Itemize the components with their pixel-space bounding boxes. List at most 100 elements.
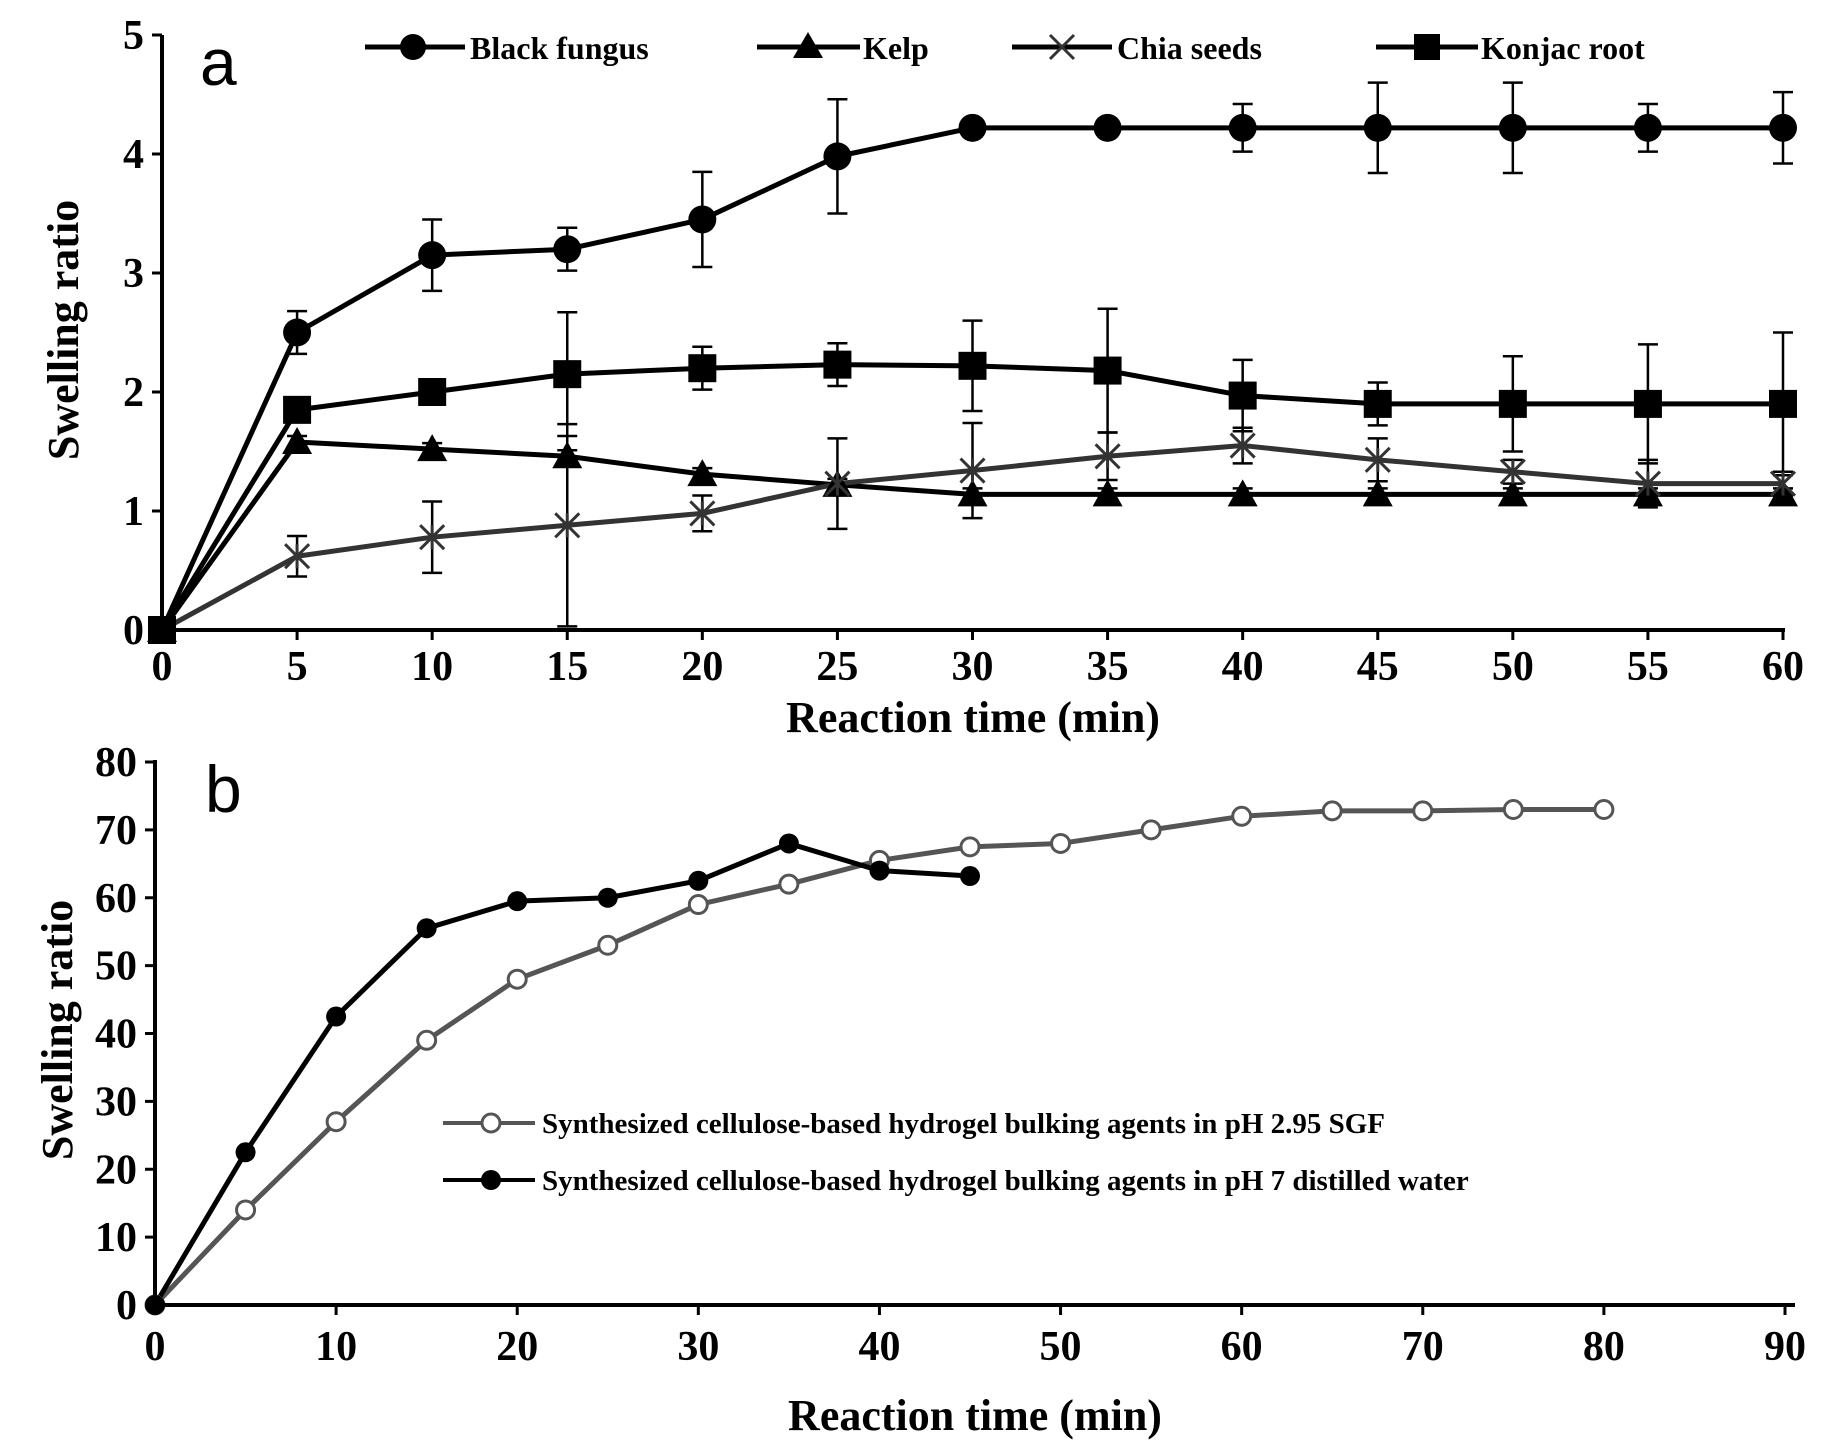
x-tick-label: 20 (681, 644, 723, 690)
x-tick-label: 5 (287, 644, 308, 690)
data-point-konjac-root (418, 378, 447, 406)
data-point-synthesized-cellulose-based-hydrogel-bulking-agents-in-ph-2-95-sgf (1593, 799, 1615, 821)
x-tick-label: 10 (315, 1324, 357, 1370)
y-tick-label: 4 (123, 132, 144, 178)
legend-item-kelp: Kelp (757, 30, 929, 66)
legend-square-marker (1414, 34, 1440, 60)
data-point-kelp (1497, 479, 1528, 507)
legend-label-ph-2-95-sgf: Synthesized cellulose-based hydrogel bul… (542, 1108, 1385, 1140)
legend-triangle-marker (793, 32, 823, 58)
data-point-konjac-root (1093, 356, 1122, 385)
x-tick-label: 70 (1402, 1324, 1444, 1370)
x-tick-label: 90 (1764, 1324, 1806, 1370)
panel-b-y-axis-title: Swelling ratio (33, 900, 82, 1160)
data-point-chia-seeds (284, 543, 311, 570)
data-point-synthesized-cellulose-based-hydrogel-bulking-agents-in-ph-7-distilled-water (416, 918, 437, 939)
data-point-synthesized-cellulose-based-hydrogel-bulking-agents-in-ph-2-95-sgf (235, 1199, 257, 1221)
data-point-kelp (1092, 479, 1123, 507)
data-point-synthesized-cellulose-based-hydrogel-bulking-agents-in-ph-2-95-sgf (1321, 800, 1343, 822)
data-point-synthesized-cellulose-based-hydrogel-bulking-agents-in-ph-2-95-sgf (959, 836, 981, 858)
x-tick-label: 55 (1627, 644, 1669, 690)
panel-b-chart: 0 10 20 30 40 50 60 70 80 90 0 10 20 30 40 50 60 70 80 b R… (33, 740, 1806, 1440)
x-tick-label: 0 (152, 644, 173, 690)
data-point-konjac-root (1769, 389, 1797, 418)
data-point-kelp (417, 434, 448, 462)
y-tick-label: 1 (123, 489, 144, 535)
y-tick-label: 0 (123, 608, 144, 654)
data-point-chia-seeds (1094, 443, 1121, 470)
data-point-black-fungus (823, 142, 852, 171)
x-tick-label: 50 (1492, 644, 1534, 690)
data-point-konjac-root (283, 395, 312, 424)
x-tick-label: 45 (1357, 644, 1399, 690)
legend-circle-marker (400, 34, 426, 60)
legend-item-ph-2-95-sgf: Synthesized cellulose-based hydrogel bul… (443, 1108, 1385, 1140)
panel-b-x-axis-title: Reaction time (min) (788, 1391, 1162, 1440)
x-tick-label: 40 (1222, 644, 1264, 690)
x-tick-label: 25 (816, 644, 858, 690)
data-point-black-fungus (1633, 113, 1662, 142)
data-point-synthesized-cellulose-based-hydrogel-bulking-agents-in-ph-7-distilled-water (507, 891, 528, 912)
data-point-synthesized-cellulose-based-hydrogel-bulking-agents-in-ph-7-distilled-water (778, 833, 799, 854)
legend-label-konjac-root: Konjac root (1481, 30, 1645, 66)
data-point-kelp (552, 441, 583, 469)
x-tick-label: 35 (1087, 644, 1129, 690)
data-point-black-fungus (418, 241, 447, 270)
data-point-chia-seeds (419, 524, 446, 551)
data-point-synthesized-cellulose-based-hydrogel-bulking-agents-in-ph-7-distilled-water (960, 866, 980, 887)
data-point-synthesized-cellulose-based-hydrogel-bulking-agents-in-ph-2-95-sgf (1231, 805, 1253, 827)
x-tick-label: 30 (952, 644, 994, 690)
data-point-black-fungus (1093, 113, 1122, 142)
data-point-konjac-root (1633, 389, 1662, 418)
data-point-chia-seeds (824, 470, 851, 497)
legend-label-chia-seeds: Chia seeds (1117, 30, 1262, 66)
data-point-konjac-root (553, 360, 582, 389)
x-tick-label: 80 (1583, 1324, 1625, 1370)
data-point-black-fungus (1363, 113, 1392, 142)
data-point-synthesized-cellulose-based-hydrogel-bulking-agents-in-ph-2-95-sgf (1140, 819, 1162, 841)
data-point-black-fungus (1498, 113, 1527, 142)
data-point-synthesized-cellulose-based-hydrogel-bulking-agents-in-ph-2-95-sgf (416, 1029, 438, 1051)
data-point-black-fungus (553, 235, 582, 264)
data-point-synthesized-cellulose-based-hydrogel-bulking-agents-in-ph-7-distilled-water (597, 887, 618, 908)
panel-a-x-axis-title: Reaction time (min) (786, 693, 1160, 742)
panel-a-y-axis-title: Swelling ratio (39, 200, 88, 460)
y-tick-label: 80 (95, 740, 137, 786)
data-point-synthesized-cellulose-based-hydrogel-bulking-agents-in-ph-2-95-sgf (506, 968, 528, 990)
data-point-chia-seeds (1769, 470, 1797, 497)
data-point-chia-seeds (689, 500, 716, 527)
series-line-synthesized-cellulose-based-hydrogel-bulking-agents-in-ph-7-distilled-water (152, 840, 971, 1307)
data-point-synthesized-cellulose-based-hydrogel-bulking-agents-in-ph-2-95-sgf (1412, 800, 1434, 822)
y-tick-label: 30 (95, 1079, 137, 1125)
data-point-black-fungus (688, 205, 717, 234)
data-point-konjac-root (688, 354, 717, 383)
legend-item-ph-7-water: Synthesized cellulose-based hydrogel bul… (443, 1165, 1469, 1197)
data-point-synthesized-cellulose-based-hydrogel-bulking-agents-in-ph-7-distilled-water (688, 870, 709, 891)
legend-label-ph-7-water: Synthesized cellulose-based hydrogel bul… (542, 1165, 1469, 1197)
y-tick-label: 2 (123, 370, 144, 416)
x-tick-label: 15 (546, 644, 588, 690)
data-point-black-fungus (1769, 113, 1797, 142)
data-point-chia-seeds (1229, 432, 1256, 459)
data-point-konjac-root (1228, 381, 1257, 410)
x-tick-label: 10 (411, 644, 453, 690)
data-point-synthesized-cellulose-based-hydrogel-bulking-agents-in-ph-7-distilled-water (326, 1006, 347, 1027)
data-point-kelp (957, 479, 988, 507)
y-tick-label: 70 (95, 808, 137, 854)
data-point-kelp (1362, 479, 1393, 507)
data-point-konjac-root (958, 351, 987, 380)
y-tick-label: 3 (123, 251, 144, 297)
x-tick-label: 50 (1040, 1324, 1082, 1370)
data-point-konjac-root (1363, 389, 1392, 418)
data-point-kelp (687, 459, 718, 487)
data-point-black-fungus (958, 113, 987, 142)
data-point-synthesized-cellulose-based-hydrogel-bulking-agents-in-ph-2-95-sgf (325, 1111, 347, 1133)
data-point-synthesized-cellulose-based-hydrogel-bulking-agents-in-ph-2-95-sgf (687, 894, 709, 916)
x-tick-label: 20 (496, 1324, 538, 1370)
data-point-synthesized-cellulose-based-hydrogel-bulking-agents-in-ph-2-95-sgf (778, 873, 800, 895)
data-point-konjac-root (823, 350, 852, 379)
x-tick-label: 60 (1762, 644, 1804, 690)
